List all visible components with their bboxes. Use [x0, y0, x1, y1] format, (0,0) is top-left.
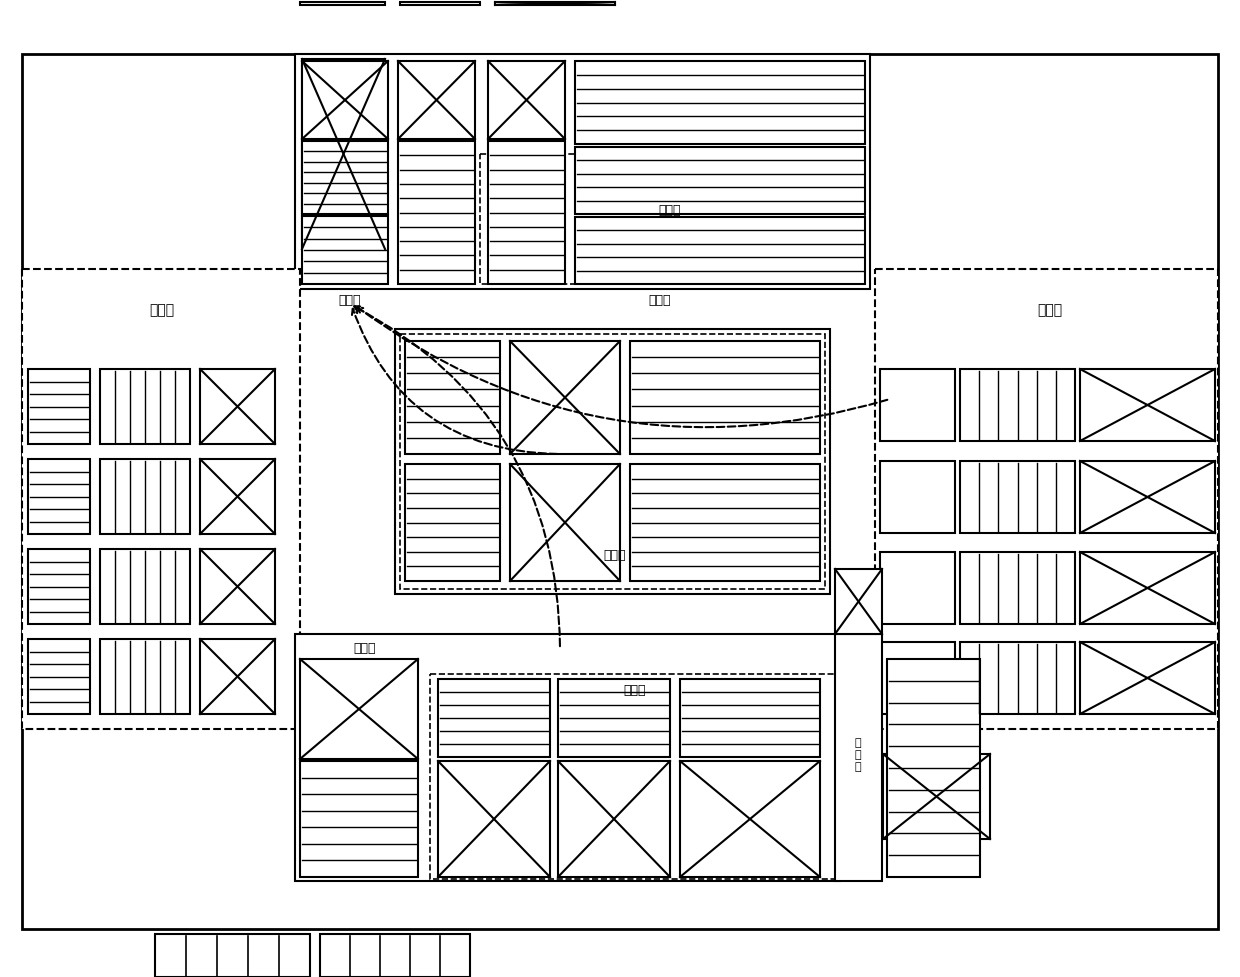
Bar — [200, 459, 275, 534]
Bar — [438, 761, 551, 877]
Bar — [29, 639, 91, 714]
Bar — [155, 934, 310, 977]
Bar — [200, 639, 275, 714]
Bar — [398, 62, 475, 140]
Bar — [430, 674, 839, 879]
Text: 暂存区: 暂存区 — [624, 683, 646, 696]
Bar — [960, 552, 1075, 624]
Bar — [558, 679, 670, 757]
Bar — [300, 3, 384, 6]
Bar — [575, 218, 866, 284]
Bar — [100, 459, 190, 534]
Bar — [480, 154, 866, 284]
Bar — [200, 369, 275, 445]
Bar — [398, 142, 475, 284]
Bar — [300, 659, 418, 759]
Bar — [630, 342, 820, 454]
Bar — [510, 342, 620, 454]
Bar — [875, 270, 1218, 729]
Text: 出库区: 出库区 — [339, 293, 361, 306]
Bar — [880, 369, 955, 442]
Text: 暂存区: 暂存区 — [604, 548, 626, 561]
Bar — [575, 148, 866, 215]
Bar — [960, 461, 1075, 533]
Bar — [401, 335, 825, 589]
Bar — [100, 369, 190, 445]
Bar — [960, 642, 1075, 714]
Bar — [489, 142, 565, 284]
Bar — [1080, 642, 1215, 714]
Bar — [1080, 461, 1215, 533]
Bar — [880, 642, 955, 714]
Bar — [880, 461, 955, 533]
Bar — [29, 369, 91, 445]
Bar — [100, 549, 190, 624]
Bar — [303, 142, 388, 215]
Bar — [1080, 552, 1215, 624]
Bar — [405, 342, 500, 454]
Bar — [295, 634, 839, 881]
Text: 暂存区: 暂存区 — [658, 203, 681, 216]
Bar — [200, 549, 275, 624]
Bar — [438, 679, 551, 757]
Bar — [320, 934, 470, 977]
Bar — [295, 55, 870, 290]
Bar — [883, 754, 990, 839]
Bar — [495, 3, 615, 6]
Bar — [100, 639, 190, 714]
Bar — [29, 549, 91, 624]
Bar — [960, 369, 1075, 442]
Text: 入库区: 入库区 — [150, 303, 175, 317]
Bar — [835, 570, 882, 634]
Bar — [303, 217, 388, 284]
Bar — [22, 270, 300, 729]
Bar — [680, 761, 820, 877]
Bar — [880, 552, 955, 624]
Bar — [405, 464, 500, 581]
Bar — [835, 634, 882, 881]
Bar — [401, 3, 480, 6]
Bar — [630, 464, 820, 581]
Bar — [558, 761, 670, 877]
Bar — [303, 62, 388, 140]
Bar — [300, 761, 418, 877]
Bar — [887, 659, 980, 877]
Bar — [680, 679, 820, 757]
Text: 出库区: 出库区 — [649, 293, 671, 306]
Text: 出
库
区: 出 库 区 — [854, 738, 862, 771]
Text: 入库区: 入库区 — [1038, 303, 1063, 317]
Bar — [29, 459, 91, 534]
Bar — [510, 464, 620, 581]
Bar — [22, 55, 1218, 929]
Bar — [575, 62, 866, 145]
Bar — [489, 62, 565, 140]
Bar — [396, 329, 830, 594]
Bar — [1080, 369, 1215, 442]
Text: 出库区: 出库区 — [353, 641, 376, 654]
Bar — [303, 60, 384, 250]
